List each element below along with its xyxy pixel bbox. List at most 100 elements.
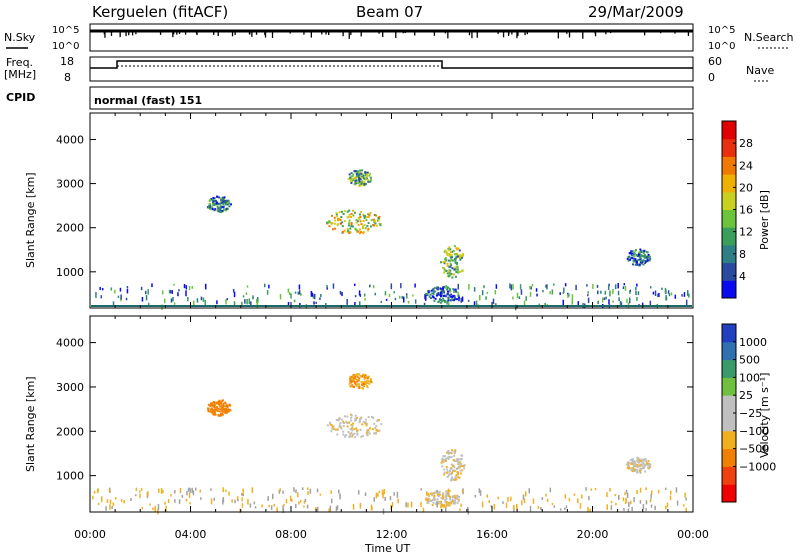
echo-cell [445, 250, 448, 253]
echo-cell [647, 253, 650, 256]
echo-cell [450, 463, 453, 466]
echo-cell [631, 467, 634, 470]
echo-cell [348, 209, 351, 212]
echo-cell [685, 507, 687, 512]
echo-cell [486, 291, 489, 294]
echo-cell [261, 504, 263, 508]
echo-cell [367, 375, 370, 378]
echo-cell [577, 301, 580, 307]
echo-cell [643, 261, 646, 264]
echo-cell [449, 256, 452, 259]
echo-cell [412, 294, 414, 297]
echo-cell [135, 487, 138, 491]
echo-cell [453, 289, 456, 292]
echo-cell [364, 227, 367, 230]
echo-cell [369, 179, 372, 182]
echo-cell [452, 249, 455, 252]
echo-cell [348, 231, 351, 234]
echo-cell [369, 378, 372, 381]
echo-cell [114, 496, 117, 500]
echo-cell [458, 466, 461, 469]
echo-cell [541, 497, 544, 500]
echo-cell [430, 296, 433, 299]
echo-cell [626, 257, 629, 260]
echo-cell [350, 181, 353, 184]
echo-cell [460, 297, 462, 303]
echo-cell [625, 463, 628, 466]
echo-cell [378, 490, 381, 494]
echo-cell [177, 292, 179, 297]
echo-cell [388, 293, 391, 297]
echo-cell [106, 499, 109, 504]
echo-cell [535, 288, 538, 292]
echo-cell [362, 174, 365, 177]
echo-cell [441, 505, 444, 508]
echo-cell [212, 401, 215, 404]
echo-cell [436, 502, 438, 508]
colorbar-tick-label: −1000 [739, 460, 776, 473]
echo-cell [457, 296, 460, 299]
echo-cell [162, 489, 164, 494]
echo-cell [620, 302, 623, 307]
echo-cell [223, 196, 226, 199]
echo-cell [457, 271, 460, 274]
echo-cell [350, 179, 353, 182]
echo-cell [207, 407, 210, 410]
echo-cell [442, 459, 445, 462]
echo-cell [341, 230, 344, 233]
echo-cell [359, 220, 362, 223]
echo-cell [445, 498, 448, 501]
echo-cell [633, 255, 636, 258]
echo-cell [510, 284, 513, 291]
echo-cell [431, 494, 434, 497]
echo-cell [619, 300, 622, 307]
colorbar-segment [722, 395, 736, 414]
echo-cell [348, 222, 351, 225]
nsky-tick-bottom: 10^0 [52, 41, 79, 52]
echo-cell [456, 261, 459, 264]
echo-cell [444, 260, 447, 263]
echo-cell [330, 424, 333, 427]
echo-cell [433, 286, 436, 289]
echo-cell [338, 489, 340, 494]
echo-cell [433, 496, 436, 499]
echo-cell [170, 298, 173, 303]
echo-cell [362, 231, 365, 234]
echo-cell [637, 291, 640, 296]
echo-cell [457, 473, 460, 476]
echo-cell [401, 295, 404, 299]
echo-cell [442, 455, 445, 458]
echo-cell [633, 463, 636, 466]
echo-cell [357, 180, 360, 183]
echo-cell [459, 270, 462, 273]
colorbar-tick-label: 12 [739, 226, 753, 239]
echo-cell [450, 298, 453, 301]
echo-cell [315, 507, 317, 511]
echo-cell [348, 435, 351, 438]
echo-cell [437, 495, 440, 498]
echo-cell [608, 299, 610, 305]
echo-cell [447, 457, 450, 460]
echo-cell [606, 492, 608, 497]
echo-cell [224, 401, 227, 404]
echo-cell [636, 463, 639, 466]
echo-cell [218, 410, 221, 413]
echo-cell [298, 501, 300, 505]
velocity-ylabel: Slant Range [km] [24, 376, 37, 472]
echo-cell [444, 459, 447, 462]
echo-cell [185, 290, 187, 297]
echo-cell [307, 491, 309, 495]
echo-cell [646, 462, 649, 465]
echo-cell [363, 375, 366, 378]
echo-cell [358, 387, 361, 390]
echo-cell [639, 471, 642, 474]
echo-cell [631, 468, 634, 471]
echo-cell [516, 292, 519, 299]
echo-cell [210, 402, 213, 405]
echo-cell [449, 273, 452, 276]
echo-cell [119, 287, 122, 292]
echo-cell [329, 421, 332, 424]
echo-cell [523, 300, 526, 306]
echo-cell [355, 427, 358, 430]
echo-cell [636, 297, 638, 301]
